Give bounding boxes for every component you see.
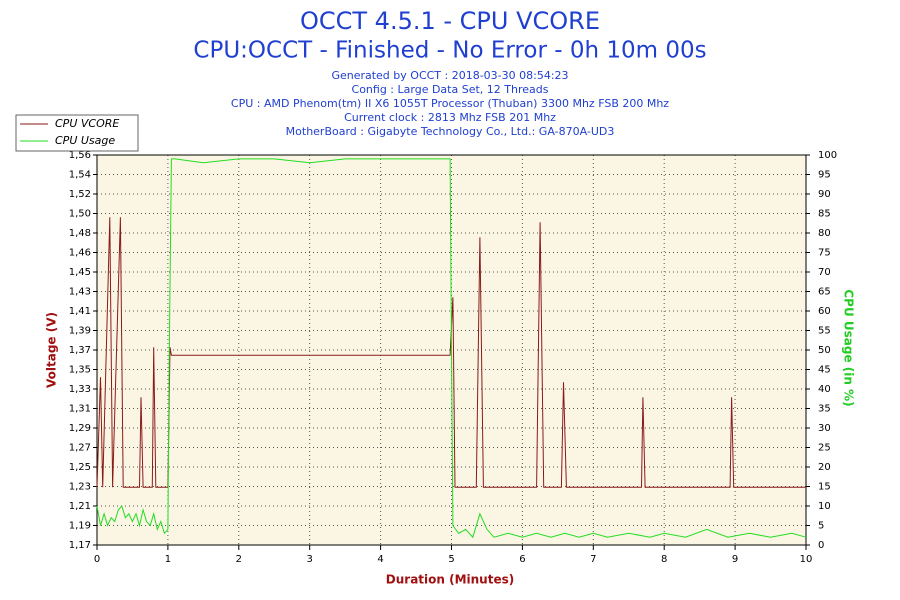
y-axis-label: Voltage (V): [45, 312, 59, 388]
info-line: CPU : AMD Phenom(tm) II X6 1055T Process…: [231, 97, 669, 110]
y2-tick-label: 35: [818, 404, 831, 415]
y2-tick-label: 20: [818, 462, 831, 473]
info-line: Config : Large Data Set, 12 Threads: [352, 83, 549, 96]
y-tick-label: 1,25: [69, 462, 91, 473]
y-tick-label: 1,52: [69, 189, 91, 200]
x-tick-label: 3: [307, 554, 313, 565]
y2-tick-label: 65: [818, 287, 831, 298]
x-tick-label: 4: [377, 554, 383, 565]
y-tick-label: 1,35: [69, 365, 91, 376]
x-axis-label: Duration (Minutes): [386, 573, 514, 587]
legend-box: [15, 114, 139, 152]
info-line: Generated by OCCT : 2018-03-30 08:54:23: [331, 69, 568, 82]
y-tick-label: 1,54: [69, 170, 91, 181]
chart-subtitle: CPU:OCCT - Finished - No Error - 0h 10m …: [193, 38, 706, 64]
y2-tick-label: 25: [818, 443, 831, 454]
x-tick-label: 0: [94, 554, 100, 565]
plot-border: [96, 154, 807, 546]
y2-tick-label: 85: [818, 209, 831, 220]
y2-axis-label: CPU Usage (in %): [842, 289, 856, 406]
y2-tick-label: 90: [818, 189, 831, 200]
y2-tick-label: 95: [818, 170, 831, 181]
x-tick-label: 2: [236, 554, 242, 565]
y-tick-label: 1,56: [69, 150, 91, 161]
y2-tick-label: 45: [818, 365, 831, 376]
y-tick-label: 1,37: [69, 345, 91, 356]
x-tick-label: 1: [165, 554, 171, 565]
legend-label: CPU Usage: [55, 134, 115, 147]
y-tick-label: 1,48: [69, 228, 91, 239]
y-tick-label: 1,19: [69, 521, 91, 532]
y-tick-label: 1,27: [69, 443, 91, 454]
y2-tick-label: 50: [818, 345, 831, 356]
legend-label: CPU VCORE: [55, 117, 119, 130]
y-tick-label: 1,23: [69, 482, 91, 493]
y2-tick-label: 55: [818, 326, 831, 337]
info-line: Current clock : 2813 Mhz FSB 201 Mhz: [344, 111, 556, 124]
y-tick-label: 1,43: [69, 287, 91, 298]
y2-tick-label: 40: [818, 384, 831, 395]
x-tick-label: 8: [661, 554, 667, 565]
y-tick-label: 1,50: [69, 209, 91, 220]
y2-tick-label: 5: [818, 521, 824, 532]
info-line: MotherBoard : Gigabyte Technology Co., L…: [286, 125, 615, 138]
y2-tick-label: 75: [818, 248, 831, 259]
y-tick-label: 1,46: [69, 248, 91, 259]
x-tick-label: 5: [448, 554, 454, 565]
y-tick-label: 1,41: [69, 306, 91, 317]
x-tick-label: 7: [590, 554, 596, 565]
y2-tick-label: 100: [818, 150, 837, 161]
y-tick-label: 1,17: [69, 540, 91, 551]
y2-tick-label: 70: [818, 267, 831, 278]
chart-title: OCCT 4.5.1 - CPU VCORE: [300, 7, 600, 35]
series-line: [96, 158, 807, 539]
y2-tick-label: 80: [818, 228, 831, 239]
y2-tick-label: 0: [818, 540, 824, 551]
y2-tick-label: 10: [818, 501, 831, 512]
y-tick-label: 1,21: [69, 501, 91, 512]
y-tick-label: 1,31: [69, 404, 91, 415]
y2-tick-label: 30: [818, 423, 831, 434]
y2-tick-label: 60: [818, 306, 831, 317]
y-tick-label: 1,33: [69, 384, 91, 395]
y-tick-label: 1,29: [69, 423, 91, 434]
x-tick-label: 10: [800, 554, 813, 565]
y-tick-label: 1,39: [69, 326, 91, 337]
x-tick-label: 6: [519, 554, 525, 565]
x-tick-label: 9: [732, 554, 738, 565]
y-tick-label: 1,45: [69, 267, 91, 278]
series-line: [96, 217, 806, 488]
y2-tick-label: 15: [818, 482, 831, 493]
